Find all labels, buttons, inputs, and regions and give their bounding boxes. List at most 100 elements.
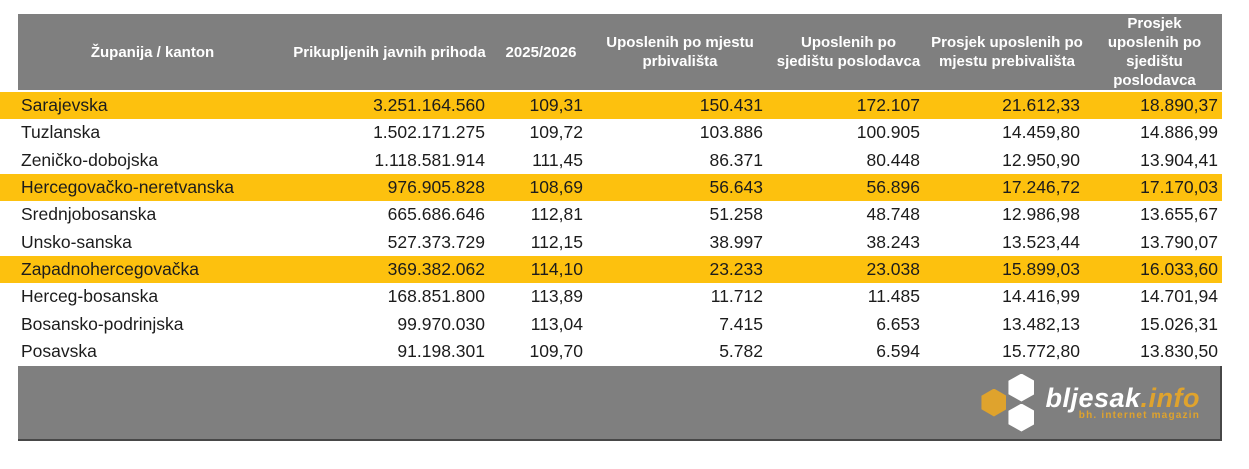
cell-index-2025-2026: 113,04 — [530, 313, 583, 334]
logo-text: bljesak.info bh. internet magazin — [1045, 384, 1200, 421]
cell-canton-name: Sarajevska — [21, 95, 108, 116]
cell-average-by-residence: 17.246,72 — [1002, 177, 1080, 198]
cell-index-2025-2026: 113,89 — [530, 286, 583, 307]
cell-employed-by-employer-seat: 80.448 — [866, 149, 920, 170]
cell-public-revenue: 976.905.828 — [387, 177, 485, 198]
white-hexagon-bottom-icon — [1008, 403, 1035, 432]
column-header-prosjek-sjediste: Prosjek uposlenih po sjedištu poslodavca — [1107, 15, 1202, 89]
cell-average-by-residence: 13.523,44 — [1002, 231, 1080, 252]
cell-canton-name: Unsko-sanska — [21, 231, 132, 252]
row-left-margin — [0, 256, 18, 283]
white-hexagon-top-icon — [1008, 373, 1035, 402]
row-left-margin — [0, 283, 18, 310]
cell-employed-by-employer-seat: 6.653 — [876, 313, 920, 334]
column-header-zupanija: Županija / kanton — [90, 43, 215, 61]
row-left-margin — [0, 338, 18, 365]
cell-employed-by-employer-seat: 11.485 — [867, 286, 920, 307]
cell-average-by-employer-seat: 13.790,07 — [1140, 231, 1218, 252]
cell-average-by-residence: 15.899,03 — [1002, 258, 1080, 279]
cell-index-2025-2026: 111,45 — [532, 149, 583, 170]
cell-public-revenue: 1.118.581.914 — [374, 149, 485, 170]
cell-employed-by-residence: 7.415 — [719, 313, 763, 334]
cell-employed-by-residence: 38.997 — [709, 231, 763, 252]
cell-employed-by-employer-seat: 56.896 — [866, 177, 920, 198]
table-row: Zeničko-dobojska 1.118.581.914 111,45 86… — [0, 146, 1222, 174]
cell-employed-by-employer-seat: 100.905 — [856, 122, 920, 143]
cell-canton-name: Posavska — [21, 340, 97, 361]
cell-employed-by-residence: 23.233 — [709, 258, 763, 279]
cell-average-by-residence: 14.416,99 — [1002, 286, 1080, 307]
cell-average-by-employer-seat: 15.026,31 — [1140, 313, 1218, 334]
table-row: Sarajevska 3.251.164.560 109,31 150.431 … — [0, 92, 1222, 120]
cell-public-revenue: 3.251.164.560 — [373, 95, 485, 116]
cell-public-revenue: 665.686.646 — [387, 204, 485, 225]
cell-index-2025-2026: 109,72 — [529, 122, 583, 143]
cell-public-revenue: 1.502.171.275 — [373, 122, 485, 143]
cell-index-2025-2026: 114,10 — [530, 258, 583, 279]
cell-public-revenue: 369.382.062 — [387, 258, 485, 279]
cell-average-by-employer-seat: 18.890,37 — [1140, 95, 1218, 116]
cell-average-by-employer-seat: 13.830,50 — [1140, 340, 1218, 361]
cell-employed-by-employer-seat: 48.748 — [866, 204, 920, 225]
cell-employed-by-residence: 11.712 — [710, 286, 763, 307]
logo-wordmark: bljesak.info — [1045, 384, 1200, 412]
table-row: Unsko-sanska 527.373.729 112,15 38.997 3… — [0, 228, 1222, 256]
cell-average-by-residence: 12.986,98 — [1002, 204, 1080, 225]
cell-employed-by-employer-seat: 38.243 — [866, 231, 920, 252]
row-left-margin — [0, 119, 18, 146]
cell-employed-by-employer-seat: 23.038 — [866, 258, 920, 279]
cell-canton-name: Herceg-bosanska — [21, 286, 159, 307]
cell-average-by-employer-seat: 13.904,41 — [1140, 149, 1218, 170]
column-header-uposleni-prbivaliste: Uposlenih po mjestu prbivališta — [606, 34, 754, 70]
footer-bar: bljesak.info bh. internet magazin — [18, 366, 1222, 441]
cell-average-by-employer-seat: 14.701,94 — [1140, 286, 1218, 307]
table-row: Zapadnohercegovačka 369.382.062 114,10 2… — [0, 255, 1222, 284]
table-row: Srednjobosanska 665.686.646 112,81 51.25… — [0, 201, 1222, 229]
cell-public-revenue: 168.851.800 — [387, 286, 485, 307]
row-left-margin — [0, 92, 18, 119]
cell-index-2025-2026: 109,70 — [529, 340, 583, 361]
cell-canton-name: Tuzlanska — [21, 122, 101, 143]
cell-canton-name: Srednjobosanska — [21, 204, 157, 225]
cell-index-2025-2026: 112,81 — [530, 204, 583, 225]
cell-index-2025-2026: 109,31 — [529, 95, 583, 116]
column-header-prihodi: Prikupljenih javnih prihoda — [293, 43, 486, 61]
table-body: Sarajevska 3.251.164.560 109,31 150.431 … — [0, 92, 1222, 365]
gold-hexagon-icon — [981, 388, 1007, 417]
cell-employed-by-residence: 5.782 — [719, 340, 763, 361]
cell-canton-name: Zapadnohercegovačka — [21, 258, 200, 279]
table-row: Posavska 91.198.301 109,70 5.782 6.594 1… — [0, 337, 1222, 365]
cell-employed-by-residence: 103.886 — [699, 122, 763, 143]
cell-employed-by-residence: 56.643 — [709, 177, 763, 198]
cell-employed-by-residence: 150.431 — [699, 95, 763, 116]
row-left-margin — [0, 174, 18, 201]
logo-main: bljesak — [1045, 383, 1141, 413]
row-left-margin — [0, 147, 18, 174]
cell-public-revenue: 99.970.030 — [397, 313, 485, 334]
logo-suffix: .info — [1140, 383, 1200, 413]
cell-public-revenue: 91.198.301 — [397, 340, 485, 361]
table-row: Tuzlanska 1.502.171.275 109,72 103.886 1… — [0, 119, 1222, 147]
column-header-2025-2026: 2025/2026 — [505, 43, 577, 61]
row-left-margin — [0, 201, 18, 228]
table-row: Hercegovačko-neretvanska 976.905.828 108… — [0, 173, 1222, 202]
cell-index-2025-2026: 112,15 — [530, 231, 583, 252]
cell-canton-name: Zeničko-dobojska — [21, 149, 159, 170]
column-header-uposleni-sjediste: Uposlenih po sjedištu poslodavca — [776, 34, 921, 70]
cell-employed-by-employer-seat: 172.107 — [856, 95, 920, 116]
cell-canton-name: Hercegovačko-neretvanska — [21, 177, 235, 198]
column-header-prosjek-prebivaliste: Prosjek uposlenih po mjestu prebivališta — [931, 34, 1083, 70]
cell-average-by-employer-seat: 17.170,03 — [1140, 177, 1218, 198]
cell-public-revenue: 527.373.729 — [387, 231, 485, 252]
cell-average-by-residence: 21.612,33 — [1002, 95, 1080, 116]
cell-average-by-employer-seat: 14.886,99 — [1140, 122, 1218, 143]
cell-employed-by-employer-seat: 6.594 — [876, 340, 920, 361]
table-row: Bosansko-podrinjska 99.970.030 113,04 7.… — [0, 310, 1222, 338]
bljesak-logo: bljesak.info bh. internet magazin — [981, 373, 1200, 432]
cell-canton-name: Bosansko-podrinjska — [21, 313, 184, 334]
cell-index-2025-2026: 108,69 — [529, 177, 583, 198]
row-left-margin — [0, 310, 18, 337]
table-row: Herceg-bosanska 168.851.800 113,89 11.71… — [0, 283, 1222, 311]
cell-average-by-residence: 15.772,80 — [1002, 340, 1080, 361]
